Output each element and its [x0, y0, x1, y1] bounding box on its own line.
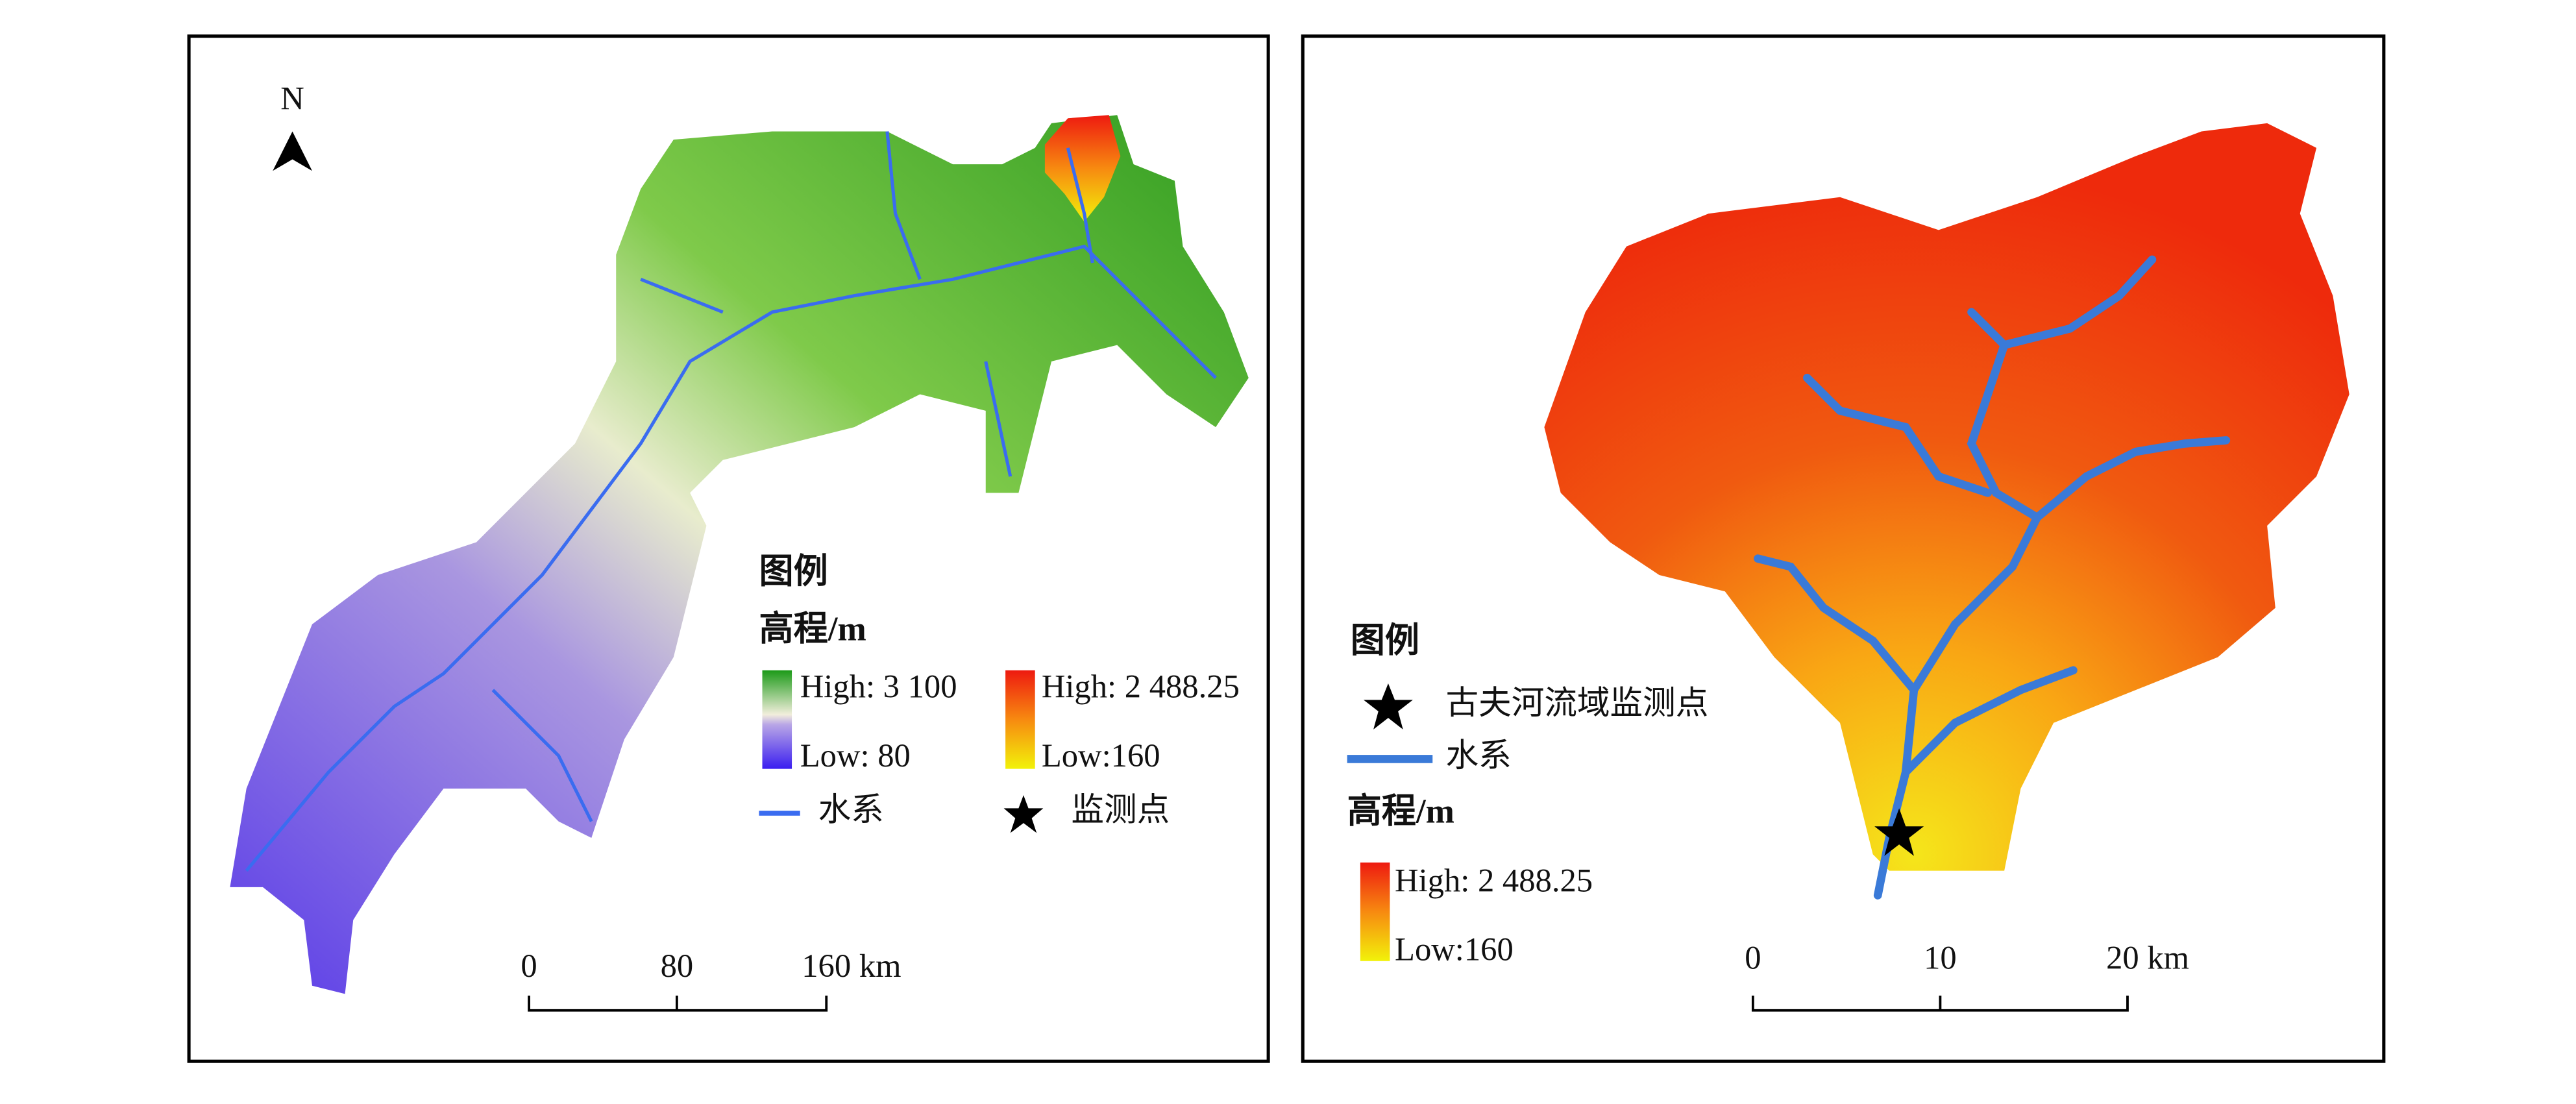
legend-river-label: 水系	[1446, 737, 1512, 774]
legend-title: 图例	[759, 552, 828, 591]
rivers	[1754, 255, 2231, 900]
rivers	[245, 131, 1217, 872]
elevation-map	[230, 115, 1249, 994]
north-arrow	[273, 131, 312, 171]
legend-high: High: 3 100	[800, 669, 957, 705]
legend-river-label: 水系	[818, 792, 884, 828]
basin-highlight	[1044, 115, 1121, 222]
scale-label: 10	[1924, 939, 1957, 975]
legend-low: Low: 80	[800, 737, 911, 774]
legend-station-label: 古夫河流域监测点	[1446, 685, 1709, 721]
scale-label: 0	[1745, 939, 1761, 975]
scale-label: 0	[521, 948, 537, 984]
legend-star	[1363, 683, 1413, 730]
legend-swatch	[1360, 862, 1390, 961]
scale-bar	[528, 995, 828, 1012]
scale-label: 160 km	[802, 948, 901, 984]
scale-label: 20 km	[2106, 939, 2189, 975]
legend-star	[1003, 795, 1044, 833]
legend-low: Low:160	[1395, 931, 1514, 968]
legend-low: Low:160	[1042, 737, 1160, 774]
legend-elevation: 高程/m	[1347, 792, 1454, 831]
legend-elevation: 高程/m	[759, 610, 866, 648]
legend-high: High: 2 488.25	[1395, 862, 1593, 898]
legend-swatch	[1005, 670, 1035, 769]
right-frame	[1301, 34, 2386, 1063]
basin-map	[1544, 123, 2349, 871]
scale-bar	[1751, 995, 2129, 1012]
left-frame	[187, 34, 1270, 1063]
scale-label: 80	[661, 948, 694, 984]
legend-high: High: 2 488.25	[1042, 669, 1240, 705]
station-marker	[1874, 808, 1924, 856]
legend-title: 图例	[1351, 621, 1419, 659]
legend-swatch	[762, 670, 792, 769]
legend-station-label: 监测点	[1071, 792, 1170, 828]
north-label: N	[280, 80, 304, 117]
